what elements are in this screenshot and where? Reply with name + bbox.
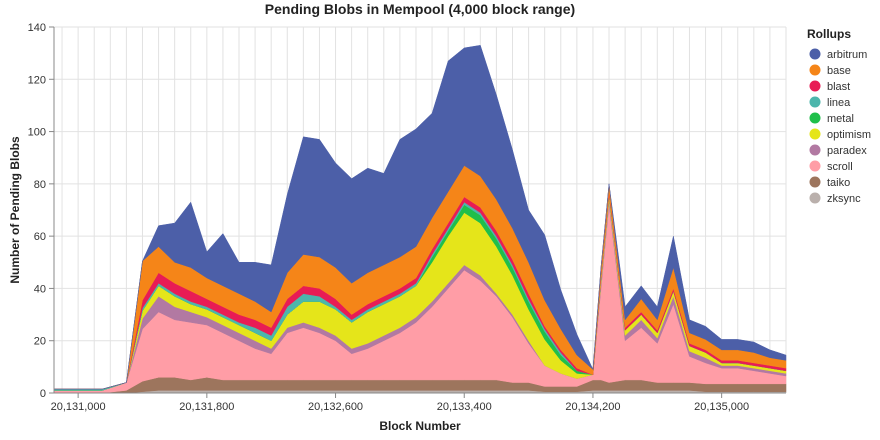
legend-label-metal: metal: [827, 113, 854, 125]
x-tick-label: 20,131,800: [179, 401, 234, 413]
legend-swatch-optimism: [809, 128, 821, 140]
legend-swatch-zksync: [809, 192, 821, 204]
x-axis-title: Block Number: [379, 419, 461, 433]
x-tick-label: 20,131,000: [51, 401, 106, 413]
y-tick-label: 20: [34, 336, 46, 348]
legend-swatch-taiko: [809, 176, 821, 188]
y-tick-label: 60: [34, 231, 46, 243]
y-axis-ticks: 0 20 40 60 80 100 120 140: [28, 22, 54, 400]
y-tick-label: 100: [28, 127, 46, 139]
x-tick-label: 20,134,200: [565, 401, 620, 413]
legend-label-scroll: scroll: [827, 161, 853, 173]
x-axis-ticks: 20,131,000 20,131,800 20,132,600 20,133,400…: [51, 393, 749, 413]
legend-label-zksync: zksync: [827, 193, 861, 205]
y-tick-label: 0: [40, 388, 46, 400]
legend-swatch-base: [809, 64, 821, 76]
y-tick-label: 80: [34, 179, 46, 191]
legend: Rollups arbitrum base blast linea metal optim…: [807, 27, 871, 205]
legend-swatch-linea: [809, 96, 821, 108]
y-tick-label: 40: [34, 283, 46, 295]
legend-label-taiko: taiko: [827, 177, 850, 189]
legend-swatch-metal: [809, 112, 821, 124]
legend-swatch-scroll: [809, 160, 821, 172]
plot-area: [53, 45, 787, 394]
y-tick-label: 140: [28, 22, 46, 34]
chart-title: Pending Blobs in Mempool (4,000 block ra…: [265, 1, 575, 17]
legend-swatch-arbitrum: [809, 48, 821, 60]
legend-label-base: base: [827, 65, 851, 77]
x-tick-label: 20,133,400: [437, 401, 492, 413]
legend-swatch-blast: [809, 80, 821, 92]
x-tick-label: 20,132,600: [308, 401, 363, 413]
x-tick-label: 20,135,000: [694, 401, 749, 413]
legend-label-linea: linea: [827, 97, 851, 109]
legend-label-paradex: paradex: [827, 145, 867, 157]
y-tick-label: 120: [28, 74, 46, 86]
legend-label-optimism: optimism: [827, 129, 871, 141]
area-series-arbitrum: [54, 45, 787, 390]
legend-label-blast: blast: [827, 81, 850, 93]
legend-title: Rollups: [807, 27, 851, 41]
y-axis-title: Number of Pending Blobs: [8, 136, 22, 284]
axes: [53, 27, 786, 394]
legend-swatch-paradex: [809, 144, 821, 156]
legend-label-arbitrum: arbitrum: [827, 49, 867, 61]
